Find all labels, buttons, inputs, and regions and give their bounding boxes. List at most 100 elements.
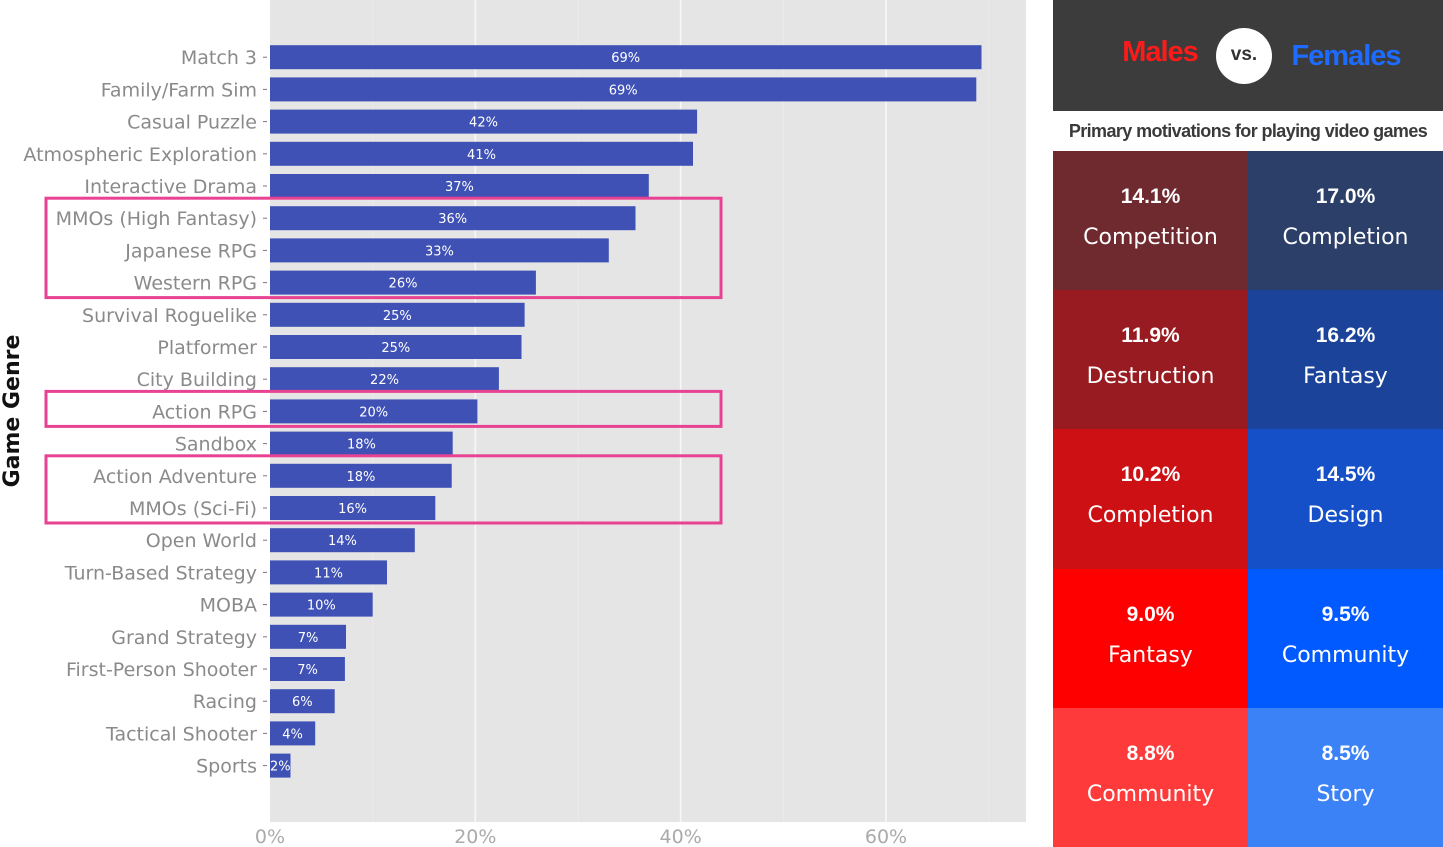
female-motivation-cell: 17.0% Completion [1248, 151, 1443, 291]
bar-value-label: 25% [383, 309, 412, 324]
category-label: Action Adventure [93, 466, 257, 488]
female-motivation-pct: 8.5% [1321, 741, 1370, 765]
motivation-grid: 14.1% Competition 11.9% Destruction 10.2… [1053, 151, 1443, 847]
motivations-panel: Males vs. Females Primary motivations fo… [1053, 0, 1443, 847]
bar [270, 302, 525, 327]
female-motivation-cell: 16.2% Fantasy [1248, 290, 1443, 430]
bar-value-label: 41% [467, 148, 496, 163]
category-label: City Building [137, 369, 257, 391]
bar-value-label: 20% [359, 405, 388, 420]
bar [270, 367, 499, 392]
category-label: Action RPG [152, 401, 257, 423]
bar [270, 77, 977, 102]
female-motivation-pct: 17.0% [1315, 185, 1376, 208]
category-label: Family/Farm Sim [101, 79, 257, 101]
category-label: Sandbox [175, 434, 257, 456]
bar [270, 174, 649, 198]
female-motivation-cell: 8.5% Story [1248, 707, 1443, 847]
category-label: Match 3 [181, 47, 257, 69]
bar-value-label: 33% [425, 244, 454, 259]
category-label: Grand Strategy [111, 627, 257, 649]
category-label: Casual Puzzle [127, 112, 257, 134]
bar-value-label: 11% [314, 566, 343, 581]
bar-value-label: 16% [338, 502, 367, 517]
bar [270, 657, 345, 681]
bar [270, 335, 522, 359]
bar [270, 528, 415, 553]
category-label: Turn-Based Strategy [64, 562, 257, 584]
bar [270, 238, 609, 263]
female-motivation-label: Story [1316, 781, 1375, 807]
highlight-box [44, 389, 723, 428]
category-label: Sports [196, 756, 257, 778]
male-motivation-cell: 10.2% Completion [1053, 429, 1248, 569]
bar-value-label: 14% [328, 534, 357, 549]
vs-badge: vs. [1216, 28, 1272, 84]
category-label: Tactical Shooter [105, 723, 257, 745]
category-label: MMOs (Sci-Fi) [129, 498, 257, 520]
bar-value-label: 69% [611, 51, 640, 66]
female-motivation-label: Fantasy [1303, 364, 1388, 390]
bar-value-label: 69% [609, 83, 638, 98]
category-label: Racing [193, 691, 257, 713]
female-motivation-label: Completion [1282, 225, 1409, 250]
bar [270, 753, 291, 778]
male-motivation-cell: 14.1% Competition [1053, 151, 1248, 291]
category-label: Japanese RPG [124, 240, 257, 262]
bar-value-label: 37% [445, 180, 474, 195]
male-motivation-cell: 11.9% Destruction [1053, 290, 1248, 430]
bar [270, 109, 698, 134]
bar-value-label: 26% [389, 277, 418, 292]
category-label: Western RPG [134, 273, 257, 295]
bar [270, 431, 453, 456]
category-label: First-Person Shooter [66, 659, 257, 681]
category-label: Platformer [157, 337, 257, 359]
male-motivation-cell: 9.0% Fantasy [1053, 568, 1248, 708]
category-label: Open World [146, 530, 257, 552]
x-tick-label: 60% [865, 826, 907, 847]
category-label: Interactive Drama [84, 176, 257, 198]
x-tick-label: 40% [660, 826, 702, 847]
panel-header: Males vs. Females [1053, 0, 1443, 111]
males-label: Males [1122, 36, 1199, 68]
male-motivation-label: Fantasy [1108, 642, 1193, 668]
bar-value-label: 22% [370, 373, 399, 388]
bar-value-label: 6% [292, 695, 313, 710]
female-motivation-pct: 9.5% [1321, 602, 1370, 626]
female-motivation-label: Community [1281, 642, 1410, 668]
male-motivation-label: Completion [1087, 503, 1214, 529]
highlight-box [44, 454, 723, 525]
female-motivation-pct: 14.5% [1315, 463, 1376, 487]
bar [270, 689, 335, 714]
highlight-box [44, 196, 723, 300]
male-motivation-label: Community [1086, 781, 1215, 807]
male-motivation-pct: 8.8% [1126, 741, 1175, 765]
bar-value-label: 25% [381, 341, 410, 356]
male-motivation-pct: 11.9% [1121, 324, 1180, 348]
bar-value-label: 2% [270, 760, 291, 775]
male-motivation-pct: 10.2% [1120, 463, 1181, 487]
genre-bar-chart: 0% 20% 40% 60% 69% Match 3 69% Family/Farm Sim 4… [0, 0, 1026, 847]
bar [270, 721, 316, 746]
male-motivation-pct: 9.0% [1126, 602, 1175, 626]
bar-value-label: 7% [298, 631, 319, 646]
male-motivation-pct: 14.1% [1120, 185, 1181, 208]
females-label: Females [1291, 40, 1401, 72]
bar [270, 560, 387, 585]
female-motivation-cell: 9.5% Community [1248, 568, 1443, 708]
panel-title: Primary motivations for playing video ga… [1053, 111, 1443, 151]
male-motivation-cell: 8.8% Community [1053, 707, 1248, 847]
bar [270, 206, 636, 231]
male-motivation-label: Destruction [1086, 364, 1215, 390]
bar [270, 399, 478, 424]
bar [270, 496, 436, 520]
x-tick-label: 0% [255, 826, 285, 847]
category-label: MOBA [200, 595, 257, 617]
bar-value-label: 42% [469, 116, 498, 131]
bar [270, 270, 536, 295]
female-motivation-cell: 14.5% Design [1248, 429, 1443, 569]
male-motivation-label: Competition [1083, 225, 1218, 250]
category-label: MMOs (High Fantasy) [56, 208, 257, 230]
bar-value-label: 18% [346, 470, 375, 485]
bar [270, 463, 452, 488]
